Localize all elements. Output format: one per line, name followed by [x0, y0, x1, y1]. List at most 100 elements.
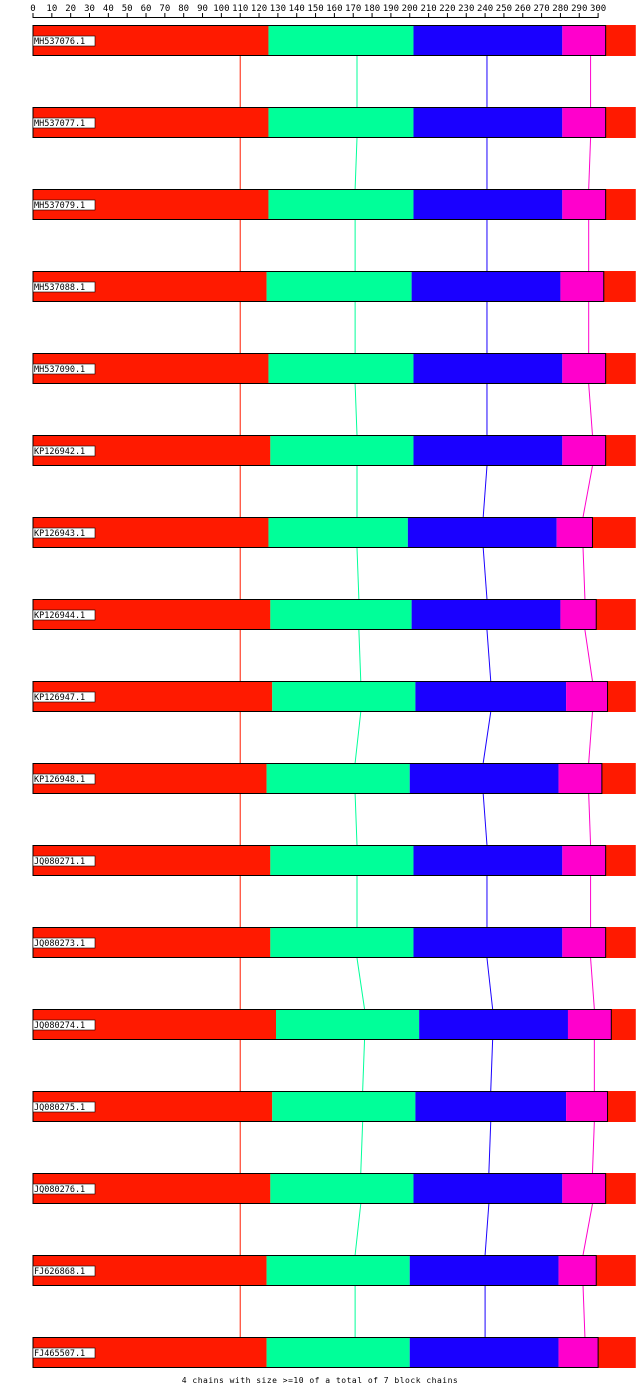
block-bar [592, 517, 636, 548]
x-tick-label: 10 [46, 4, 57, 14]
sequence-row: JQ080274.1 [32, 1009, 636, 1040]
sequence-label-bg [32, 609, 96, 621]
block-bar [268, 107, 414, 138]
block-bar [603, 271, 636, 302]
x-axis: 0 10 20 30 40 50 60 70 80 90 100 110 120 130 140 150 160… [30, 4, 606, 18]
sequence-label-bg [32, 1183, 96, 1195]
chain-line [354, 711, 362, 764]
x-tick-label: 50 [122, 4, 133, 14]
block-bar [270, 927, 414, 958]
sequence-label-bg [32, 937, 96, 949]
block-bar [411, 271, 561, 302]
sequence-label: FJ626868.1 [34, 1267, 85, 1277]
block-bar [605, 353, 636, 384]
footer-summary: 4 chains with size >=10 of a total of 7 … [181, 1376, 459, 1385]
block-bar [268, 25, 414, 56]
sequence-label-bg [32, 445, 96, 457]
block-bar [413, 1173, 563, 1204]
sequence-row: KP126947.1 [32, 681, 636, 712]
sequence-label-bg [32, 199, 96, 211]
block-bar [562, 927, 606, 958]
sequence-label: KP126947.1 [34, 693, 85, 703]
sequence-row: MH537076.1 [32, 25, 636, 56]
x-tick-label: 0 [30, 4, 35, 14]
sequence-label: FJ465507.1 [34, 1349, 85, 1359]
x-tick-label: 170 [345, 4, 361, 14]
block-bar [413, 845, 563, 876]
block-bar [596, 599, 636, 630]
block-bar [556, 517, 593, 548]
x-tick-label: 300 [590, 4, 606, 14]
block-bar [413, 927, 563, 958]
block-bar [560, 271, 604, 302]
chain-line [354, 137, 358, 190]
block-bar [562, 435, 606, 466]
block-bar [413, 25, 563, 56]
block-bar [275, 1009, 420, 1040]
chain-line [356, 547, 360, 600]
sequence-label-bg [32, 527, 96, 539]
x-tick-label: 110 [232, 4, 248, 14]
sequence-row: MH537090.1 [32, 353, 636, 384]
block-bar [558, 1255, 597, 1286]
chain-line [358, 629, 362, 682]
x-tick-label: 190 [383, 4, 399, 14]
sequence-label-bg [32, 773, 96, 785]
sequence-label: JQ080271.1 [34, 857, 85, 867]
sequence-label: JQ080275.1 [34, 1103, 85, 1113]
chain-line [582, 547, 586, 600]
block-bar [611, 1009, 636, 1040]
sequence-row: JQ080275.1 [32, 1091, 636, 1122]
chain-line [354, 383, 358, 436]
x-tick-label: 290 [571, 4, 587, 14]
x-tick-label: 240 [477, 4, 493, 14]
sequence-row: JQ080273.1 [32, 927, 636, 958]
block-bar [605, 189, 636, 220]
chain-line [588, 137, 592, 190]
chain-line [590, 957, 595, 1010]
x-tick-label: 230 [458, 4, 474, 14]
sequence-row: KP126944.1 [32, 599, 636, 630]
chain-line [582, 465, 593, 518]
sequence-label-bg [32, 1101, 96, 1113]
sequence-row: JQ080271.1 [32, 845, 636, 876]
chain-line [591, 1121, 595, 1174]
block-bar [598, 1337, 636, 1368]
block-bar [411, 599, 561, 630]
sequence-label: MH537079.1 [34, 201, 85, 211]
sequence-label-bg [32, 1265, 96, 1277]
sequence-label-bg [32, 691, 96, 703]
sequence-label: KP126943.1 [34, 529, 85, 539]
block-bar [607, 1091, 636, 1122]
block-bar [558, 763, 602, 794]
block-bar [601, 763, 636, 794]
block-bar [270, 845, 414, 876]
x-tick-label: 280 [552, 4, 568, 14]
block-bar [270, 435, 414, 466]
block-bar [607, 681, 636, 712]
block-bar [566, 1091, 608, 1122]
sequence-label-bg [32, 35, 96, 47]
sequence-label: MH537090.1 [34, 365, 85, 375]
block-bar [419, 1009, 568, 1040]
x-tick-label: 120 [251, 4, 267, 14]
x-tick-label: 20 [65, 4, 76, 14]
block-bar [415, 1091, 567, 1122]
chain-line [482, 547, 488, 600]
chain-line [490, 1039, 494, 1092]
block-bar [605, 845, 636, 876]
chain-lines [239, 56, 595, 1338]
sequence-row: FJ465507.1 [32, 1337, 636, 1368]
chain-line [588, 711, 593, 764]
block-bar [562, 1173, 606, 1204]
block-bar [270, 1173, 414, 1204]
block-bar [413, 107, 563, 138]
x-tick-label: 180 [364, 4, 380, 14]
sequence-row: MH537077.1 [32, 107, 636, 138]
block-bar [266, 1255, 410, 1286]
chain-line [588, 383, 593, 436]
x-tick-label: 140 [289, 4, 305, 14]
chain-line [486, 629, 492, 682]
chain-line [488, 1121, 492, 1174]
block-bar [566, 681, 608, 712]
